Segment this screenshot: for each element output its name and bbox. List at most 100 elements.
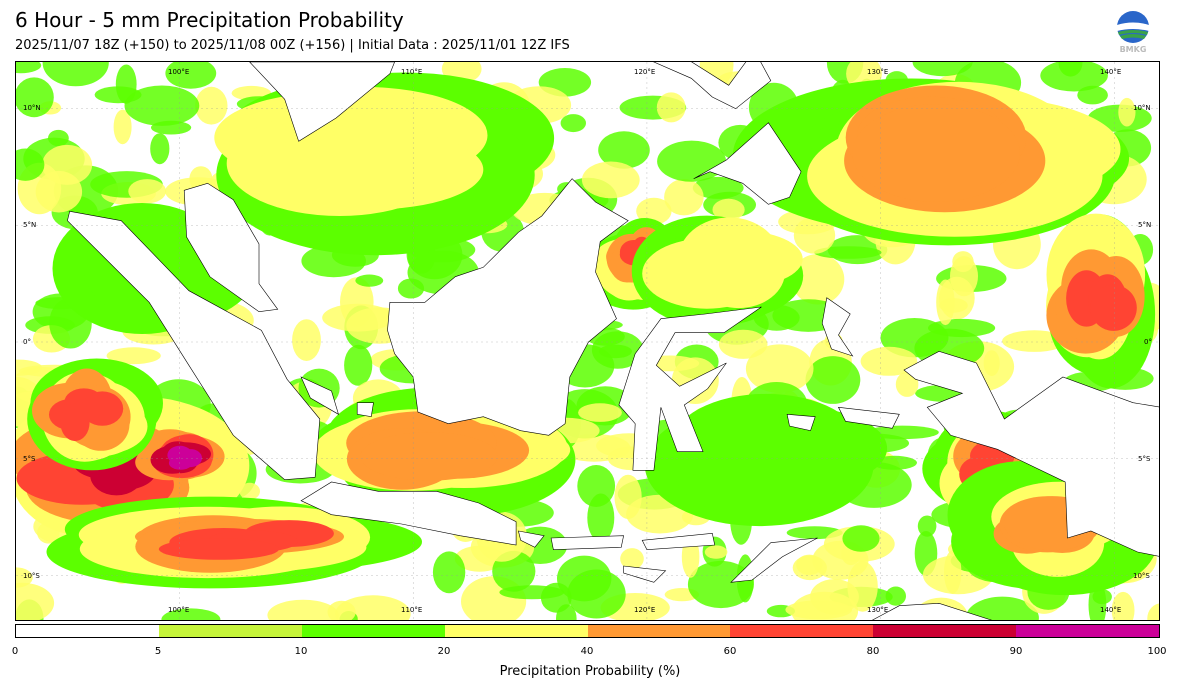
- precip-blob: [578, 403, 622, 422]
- lat-label-left-5n: 5°N: [23, 221, 37, 229]
- land-sumatra: [67, 210, 321, 481]
- precip-blob: [16, 77, 54, 118]
- precip-region-west-sumatra-sea: [81, 391, 124, 426]
- precip-blob: [785, 600, 852, 620]
- precip-blob: [664, 179, 704, 216]
- colorbar-label-0: 0: [11, 646, 19, 657]
- colorbar-label-80: 80: [866, 646, 880, 657]
- precip-blob: [656, 92, 686, 123]
- precip-blob: [718, 329, 768, 359]
- lat-label-right-0: 0°: [1144, 338, 1152, 346]
- precip-blob: [944, 550, 962, 594]
- lon-label-top-100: 100°E: [168, 68, 190, 76]
- precip-blob: [950, 256, 978, 297]
- precip-blob: [704, 545, 728, 559]
- land-sumba: [623, 565, 667, 583]
- precip-region-java-sea: [360, 432, 498, 481]
- precip-blob: [885, 586, 906, 606]
- gridlines: [16, 62, 1159, 620]
- precip-blob: [792, 555, 827, 581]
- precip-blob: [847, 561, 878, 612]
- land-timor: [730, 537, 818, 583]
- precip-blob: [165, 62, 217, 89]
- precip-blob: [267, 599, 339, 620]
- land-belitung: [356, 402, 374, 418]
- land-luzon-visayas: [653, 62, 772, 110]
- precip-blob: [1040, 62, 1108, 92]
- lon-label-top-130: 130°E: [867, 68, 889, 76]
- precip-blob: [322, 303, 394, 332]
- land-flores: [641, 532, 716, 551]
- precip-region-west-sumatra-sea: [60, 403, 90, 442]
- colorbar-segment-40-60: [587, 625, 731, 637]
- precip-blob: [636, 197, 672, 225]
- precip-region-celebes-sea: [642, 238, 772, 309]
- precip-blob: [16, 567, 33, 588]
- land-mindanao: [693, 122, 802, 205]
- lat-label-left-10n: 10°N: [23, 104, 41, 112]
- precip-blob: [113, 109, 132, 145]
- land-new-guinea: [903, 350, 1159, 557]
- precip-blob: [965, 596, 1039, 620]
- lat-label-right-5s: 5°S: [1138, 455, 1151, 463]
- precip-blob: [1118, 97, 1136, 127]
- precip-blob: [355, 274, 384, 287]
- precip-blob: [805, 356, 861, 404]
- lat-label-left-0: 0°: [23, 338, 31, 346]
- chart-title: 6 Hour - 5 mm Precipitation Probability: [15, 8, 404, 32]
- lon-label-bottom-120: 120°E: [634, 606, 656, 614]
- precip-region-south-indian-ocean-core: [168, 447, 195, 465]
- lon-label-bottom-140: 140°E: [1100, 606, 1122, 614]
- precip-blob: [499, 585, 565, 600]
- precip-region-philippine-sea: [852, 104, 1020, 202]
- precip-blob: [560, 114, 586, 133]
- colorbar-segment-20-40: [444, 625, 588, 637]
- precip-blob: [16, 359, 43, 376]
- colorbar: [15, 624, 1160, 638]
- precip-blob: [745, 344, 814, 394]
- colorbar-label-10: 10: [294, 646, 308, 657]
- land-buru: [786, 413, 816, 432]
- precip-blob: [598, 344, 633, 359]
- land-indochina: [249, 62, 395, 142]
- precip-blob: [16, 148, 45, 181]
- bmkg-logo-icon: [1117, 11, 1149, 43]
- bmkg-logo: BMKG: [1114, 10, 1152, 56]
- lon-label-bottom-100: 100°E: [168, 606, 190, 614]
- colorbar-label-100: 100: [1147, 646, 1167, 657]
- land-halmahera: [821, 297, 854, 357]
- colorbar-segment-0-5: [16, 625, 159, 637]
- land-borneo: [387, 178, 629, 436]
- lat-label-right-10n: 10°N: [1133, 104, 1151, 112]
- precip-blob: [35, 170, 83, 213]
- precip-blob: [344, 344, 373, 386]
- precip-blob: [657, 140, 727, 182]
- precip-region-south-china-sea: [255, 129, 484, 210]
- precip-blob: [16, 582, 55, 620]
- precip-blob: [842, 525, 880, 552]
- landmasses: [67, 62, 1159, 620]
- precip-blob: [917, 515, 937, 537]
- precip-blob: [793, 216, 836, 254]
- colorbar-label-20: 20: [437, 646, 451, 657]
- colorbar-segment-90-100: [1016, 625, 1159, 637]
- land-seram: [837, 406, 900, 429]
- lon-label-top-110: 110°E: [401, 68, 423, 76]
- precip-blob: [106, 347, 161, 365]
- precip-blob: [814, 246, 882, 259]
- precip-blob: [115, 64, 137, 104]
- precip-blob: [16, 62, 42, 74]
- precip-blob: [292, 319, 321, 361]
- colorbar-label-5: 5: [154, 646, 162, 657]
- precip-blob: [124, 85, 200, 126]
- precip-blob: [567, 569, 626, 619]
- precip-blob: [895, 371, 919, 397]
- precip-blob: [865, 425, 939, 440]
- precip-blob: [598, 131, 650, 169]
- precip-blob: [432, 551, 466, 594]
- precip-blob: [936, 279, 955, 326]
- precip-region-banda-sea: [672, 413, 847, 519]
- precip-blob: [587, 493, 615, 542]
- chart-subtitle: 2025/11/07 18Z (+150) to 2025/11/08 00Z …: [15, 38, 570, 53]
- colorbar-segment-60-80: [730, 625, 874, 637]
